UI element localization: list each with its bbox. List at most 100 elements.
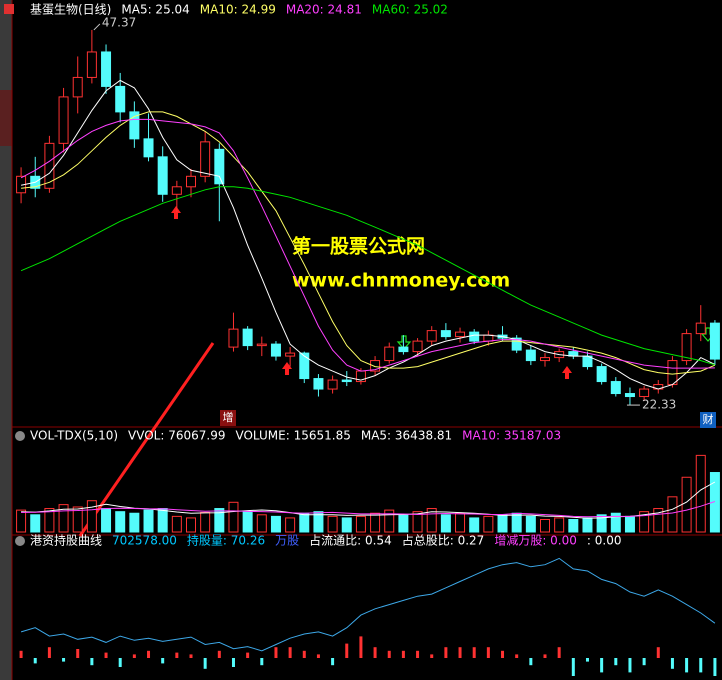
header-icon — [4, 4, 14, 14]
volume-bar — [681, 476, 692, 533]
change-bar — [76, 649, 80, 658]
legend-label: 基蛋生物(日线) — [30, 3, 111, 17]
volume-bar — [228, 501, 239, 533]
volume-bar — [44, 508, 55, 533]
candle-body — [200, 141, 211, 177]
change-bar — [642, 658, 646, 666]
volume-bar — [16, 509, 27, 533]
event-marker: 财 — [703, 412, 714, 426]
change-bar — [161, 658, 165, 664]
change-bar — [246, 652, 250, 658]
legend-label: VOL-TDX(5,10) — [30, 429, 118, 443]
change-bar — [670, 658, 674, 669]
candle-body — [58, 96, 69, 144]
change-bar — [302, 650, 306, 658]
volume-bar — [412, 511, 423, 533]
volume-bar — [540, 518, 550, 533]
change-bar — [274, 647, 278, 658]
high-pointer — [93, 23, 101, 31]
up-arrow — [562, 366, 572, 379]
change-bar — [713, 658, 717, 676]
volume-bar — [242, 511, 253, 533]
candle-body — [384, 346, 395, 362]
candle-body — [44, 142, 55, 189]
volume-bar — [58, 504, 69, 533]
change-bar — [557, 647, 561, 658]
up-arrow — [171, 206, 181, 219]
change-bar — [387, 650, 391, 658]
change-bar — [472, 647, 476, 658]
change-bar — [231, 658, 235, 667]
change-bar — [444, 647, 448, 658]
change-bar — [90, 658, 94, 666]
legend-label: 持股量: 70.26 — [187, 533, 265, 548]
change-bar — [571, 658, 575, 676]
volume-bar — [256, 514, 267, 533]
change-bar — [260, 658, 264, 666]
legend-label: : 0.00 — [587, 534, 622, 548]
change-bar — [458, 647, 462, 658]
volume-bar — [171, 515, 182, 533]
change-bar — [416, 650, 420, 658]
change-bar — [147, 650, 151, 658]
volume-bar — [72, 506, 83, 533]
volume-bar — [568, 518, 579, 533]
change-bar — [359, 636, 363, 658]
candle-body — [143, 138, 154, 158]
volume-bar — [214, 508, 225, 533]
volume-bar — [554, 517, 565, 533]
change-bar — [19, 650, 23, 658]
volume-bar — [341, 517, 352, 533]
legend-label: MA20: 24.81 — [286, 3, 362, 17]
volume-bar — [157, 508, 168, 533]
legend-label: 万股 — [275, 534, 299, 548]
volume-bar — [143, 509, 154, 533]
event-marker: 增 — [223, 410, 234, 424]
volume-bar — [299, 512, 310, 533]
candle-body — [511, 337, 522, 351]
candle-body — [370, 360, 381, 372]
volume-bar — [285, 517, 296, 533]
change-bar — [33, 658, 37, 664]
candle-body — [610, 381, 621, 395]
change-bar — [401, 650, 405, 658]
volume-bar — [313, 511, 324, 533]
volume-bar — [455, 512, 466, 533]
candle-body — [86, 51, 97, 78]
candle-body — [270, 343, 281, 357]
change-bar — [543, 654, 547, 658]
legend-label: VOLUME: 15651.85 — [235, 429, 350, 443]
candle-body — [171, 186, 182, 195]
volume-bar — [355, 515, 366, 533]
volume-bar — [469, 517, 480, 533]
ma-line — [20, 118, 715, 372]
legend-label: MA5: 36438.81 — [361, 429, 452, 443]
volume-bar — [200, 511, 211, 533]
candle-body — [639, 388, 650, 398]
change-bar — [614, 658, 618, 666]
candle-body — [469, 331, 480, 342]
change-bar — [486, 647, 490, 658]
volume-bar — [667, 496, 678, 533]
candle-body — [157, 156, 168, 195]
candle-body — [327, 379, 338, 390]
change-bar — [515, 654, 519, 658]
candle-body — [540, 357, 550, 362]
watermark: 第一股票公式网 — [292, 235, 425, 258]
candle-body — [285, 352, 296, 357]
volume-bar — [370, 512, 381, 533]
change-bar — [685, 658, 689, 673]
volume-bar — [440, 514, 451, 533]
candle-body — [624, 393, 635, 398]
volume-bar — [384, 509, 395, 533]
change-bar — [628, 658, 632, 673]
change-bar — [373, 647, 377, 658]
candle-body — [299, 352, 310, 380]
header-icon — [15, 431, 25, 441]
candle-body — [129, 111, 140, 140]
candle-body — [667, 360, 678, 386]
volume-bar — [525, 515, 536, 533]
candle-body — [398, 346, 409, 353]
candle-body — [341, 379, 352, 383]
legend-label: 增减万股: 0.00 — [494, 534, 577, 548]
